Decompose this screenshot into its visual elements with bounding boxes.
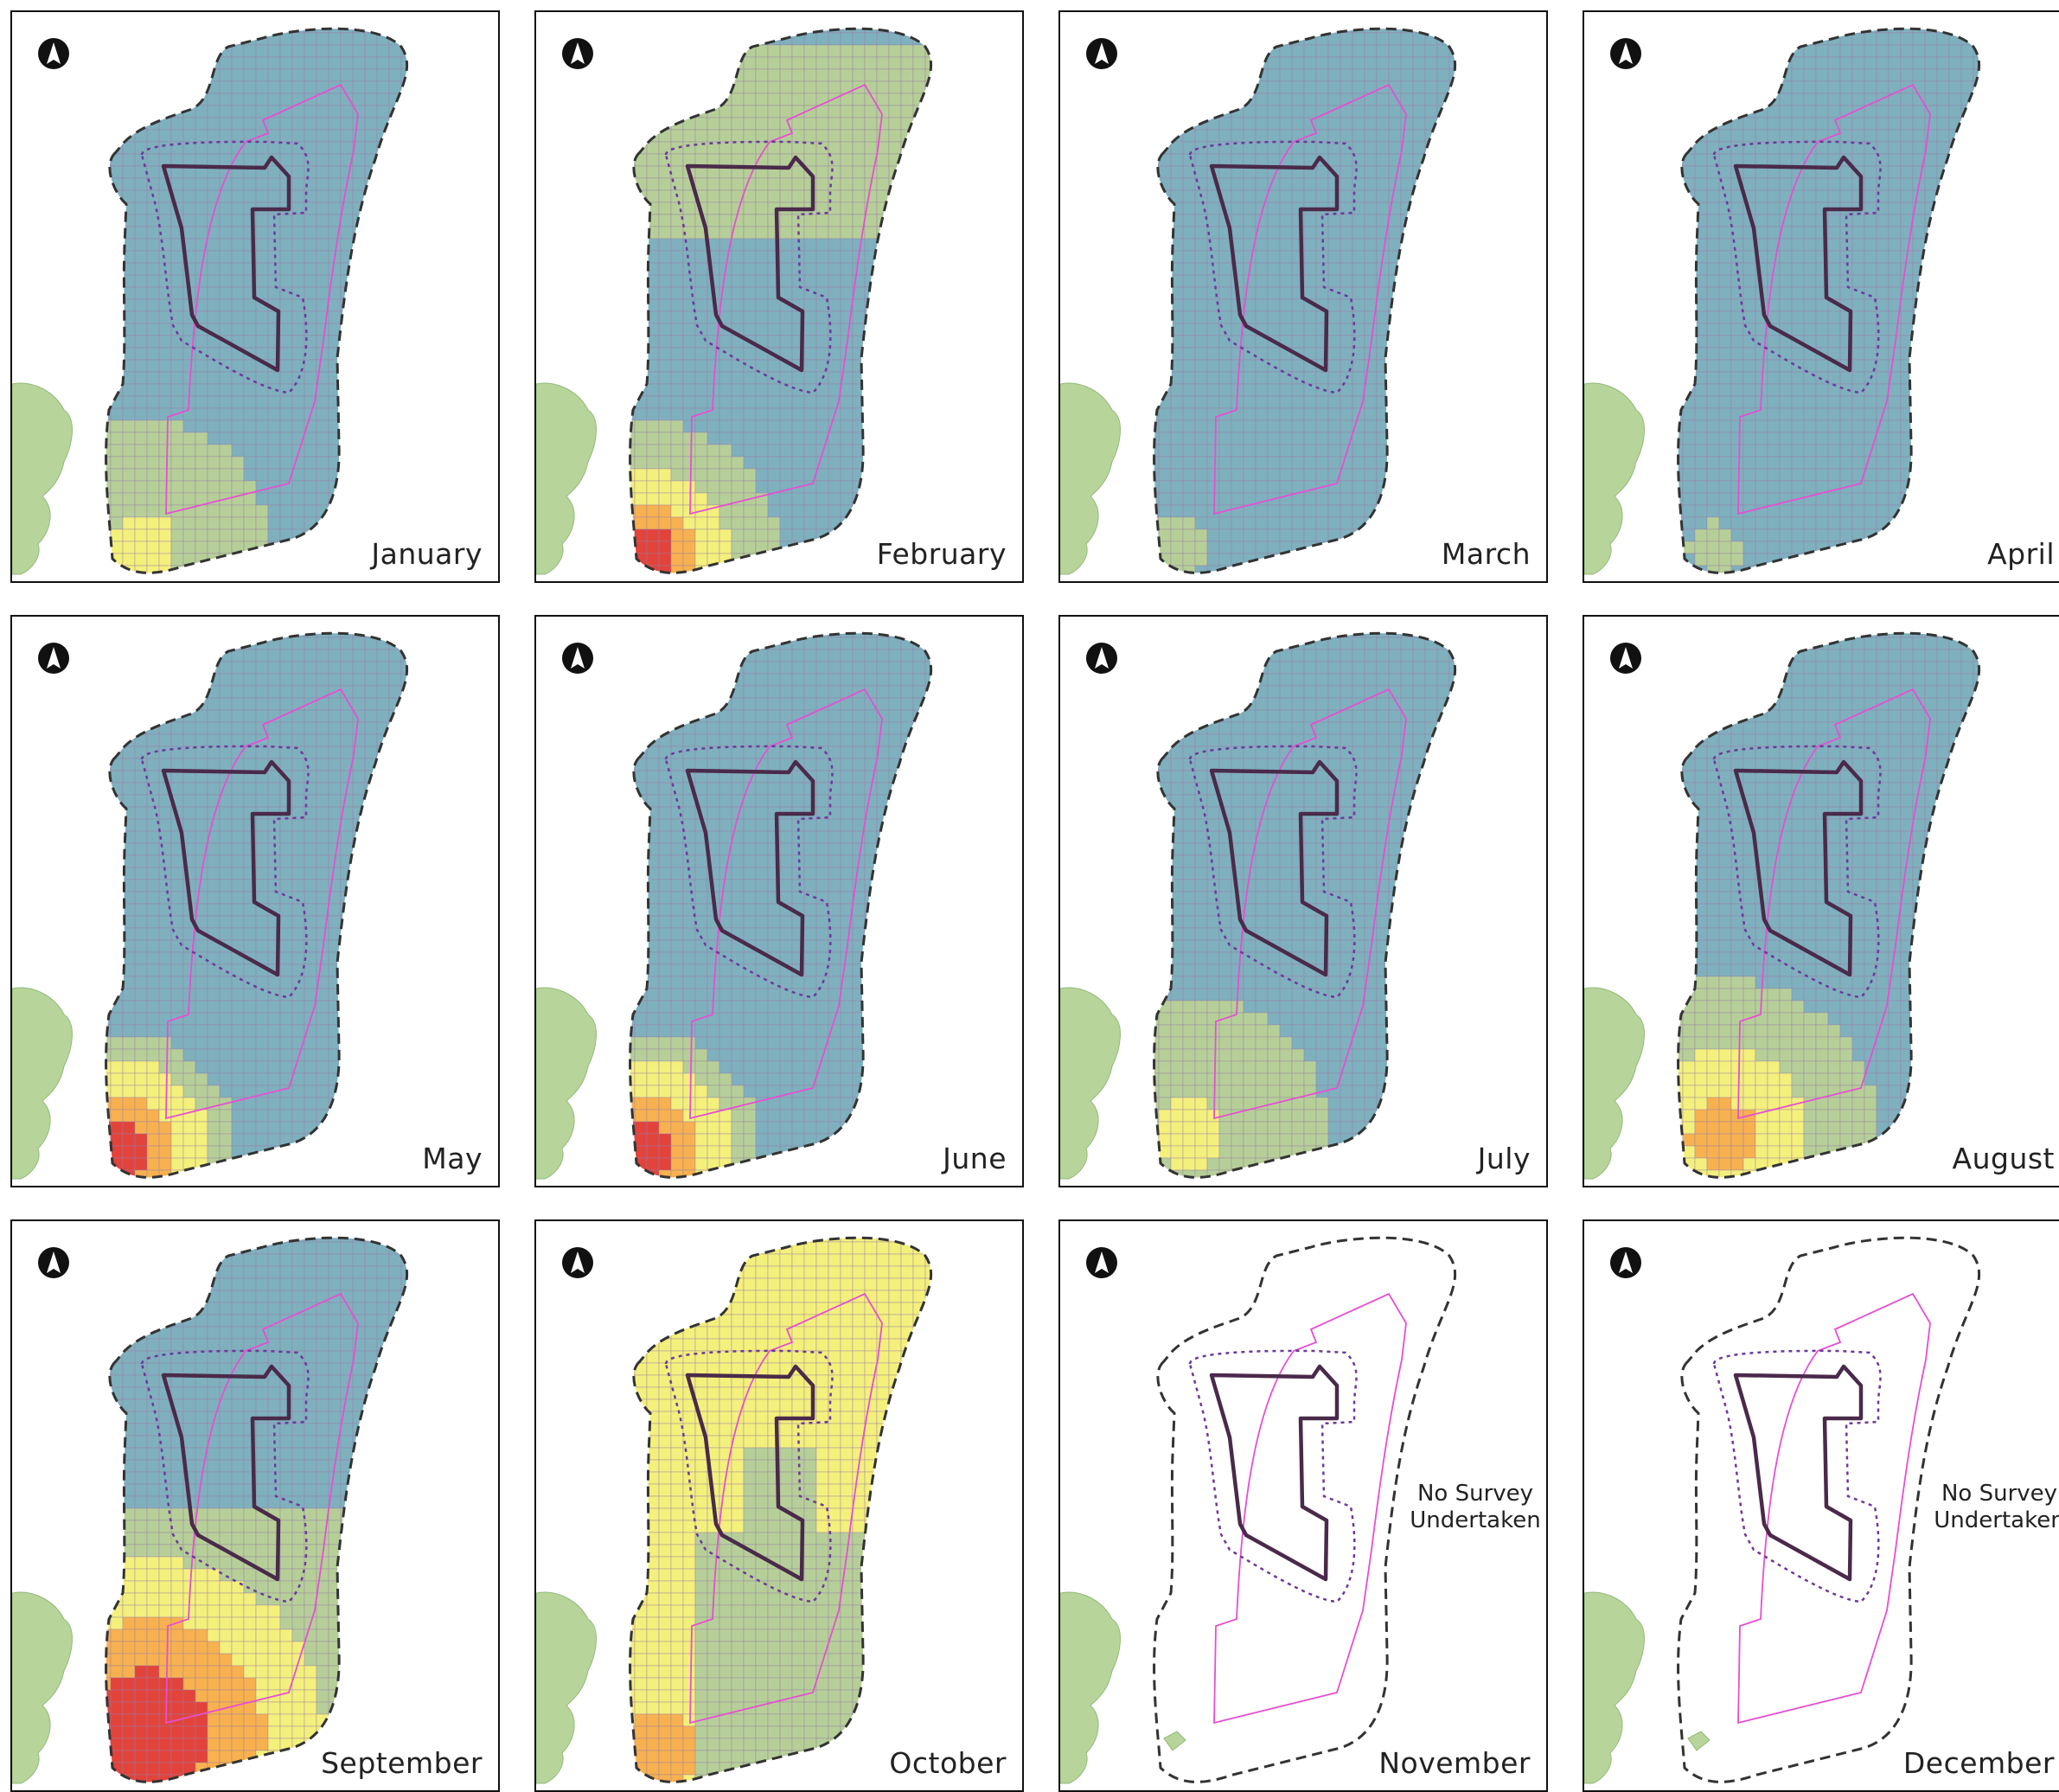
map-panel-may: May xyxy=(10,615,500,1187)
month-label: November xyxy=(1378,1746,1531,1780)
no-survey-line: Undertaken xyxy=(1930,1507,2059,1534)
island xyxy=(1688,1731,1710,1750)
cable-corridor-boundary xyxy=(1738,1294,1930,1723)
coastline-land xyxy=(12,988,72,1179)
month-label: January xyxy=(371,537,483,571)
north-arrow-icon xyxy=(1610,38,1641,69)
north-arrow-icon xyxy=(1610,1247,1641,1278)
month-label: June xyxy=(943,1142,1007,1175)
no-survey-line: Undertaken xyxy=(1406,1507,1544,1534)
north-arrow-icon xyxy=(1086,643,1117,674)
map-panel-june: June xyxy=(534,615,1024,1187)
north-arrow-icon xyxy=(38,643,69,674)
site-boundary xyxy=(1736,1366,1861,1579)
coastline-land xyxy=(536,1592,596,1783)
map-canvas xyxy=(536,617,1024,1187)
coastline-land xyxy=(1584,383,1644,574)
map-canvas xyxy=(536,12,1024,583)
month-label: October xyxy=(889,1746,1007,1780)
month-label: September xyxy=(321,1746,483,1780)
site-boundary xyxy=(1212,1366,1337,1579)
map-panel-march: March xyxy=(1058,10,1548,583)
month-label: February xyxy=(877,537,1007,571)
cable-corridor-boundary xyxy=(1214,1294,1406,1723)
map-panel-february: February xyxy=(534,10,1024,583)
north-arrow-icon xyxy=(562,643,593,674)
map-canvas xyxy=(536,1221,1024,1792)
map-canvas xyxy=(12,12,500,583)
north-arrow-icon xyxy=(1086,38,1117,69)
map-canvas xyxy=(12,617,500,1187)
map-panel-april: April xyxy=(1583,10,2059,583)
map-panel-september: September xyxy=(10,1219,500,1792)
coastline-land xyxy=(12,383,72,574)
coastline-land xyxy=(1584,1592,1644,1783)
coastline-land xyxy=(1060,383,1120,574)
coastline-land xyxy=(536,383,596,574)
month-label: August xyxy=(1953,1142,2055,1175)
north-arrow-icon xyxy=(562,38,593,69)
north-arrow-icon xyxy=(1610,643,1641,674)
map-canvas xyxy=(12,1221,500,1792)
north-arrow-icon xyxy=(38,1247,69,1278)
map-panel-january: January xyxy=(10,10,500,583)
coastline-land xyxy=(536,988,596,1179)
month-label: December xyxy=(1903,1746,2055,1780)
month-label: April xyxy=(1987,537,2055,571)
map-canvas xyxy=(1584,617,2059,1187)
coastline-land xyxy=(1060,1592,1120,1783)
map-canvas xyxy=(1584,12,2059,583)
month-label: March xyxy=(1442,537,1531,571)
map-canvas xyxy=(1060,12,1548,583)
north-arrow-icon xyxy=(1086,1247,1117,1278)
north-arrow-icon xyxy=(562,1247,593,1278)
no-survey-line: No Survey xyxy=(1930,1481,2059,1507)
no-survey-line: No Survey xyxy=(1406,1481,1544,1507)
coastline-land xyxy=(12,1592,72,1783)
coastline-land xyxy=(1060,988,1120,1179)
north-arrow-icon xyxy=(38,38,69,69)
month-label: July xyxy=(1478,1142,1531,1175)
map-panel-october: October xyxy=(534,1219,1024,1792)
map-panel-august: August xyxy=(1583,615,2059,1187)
month-label: May xyxy=(422,1142,483,1175)
island xyxy=(1164,1731,1186,1750)
coastline-land xyxy=(1584,988,1644,1179)
map-panel-july: July xyxy=(1058,615,1548,1187)
map-canvas xyxy=(1060,617,1548,1187)
